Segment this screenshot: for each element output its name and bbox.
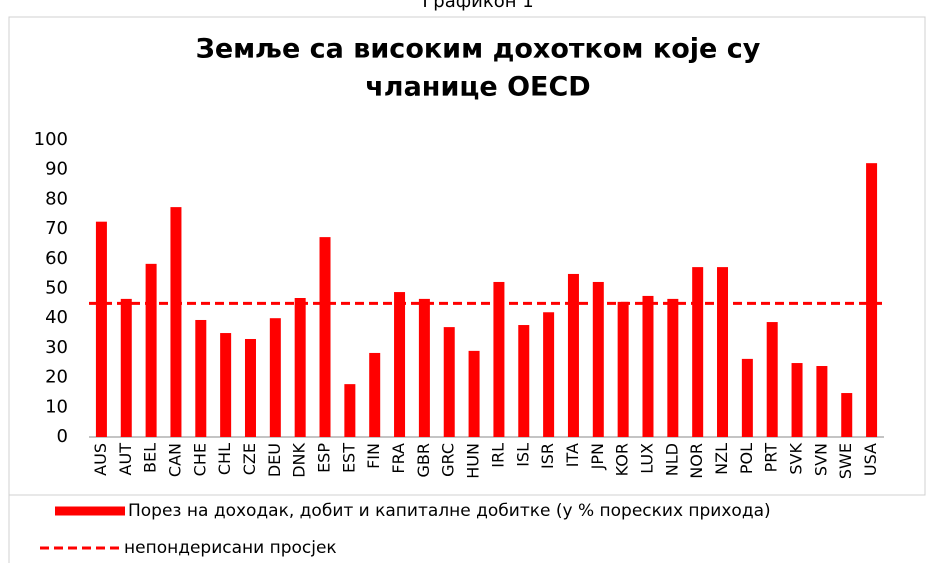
x-tick-label: CAN: [165, 443, 184, 477]
x-tick-label: GRC: [439, 443, 458, 477]
x-tick-label: SVN: [811, 443, 830, 476]
y-tick-label: 0: [57, 426, 68, 447]
x-tick-label: JPN: [588, 443, 607, 470]
x-tick-label: HUN: [464, 443, 483, 479]
bar: [344, 384, 356, 437]
bar: [493, 281, 505, 437]
y-tick-label: 30: [45, 337, 68, 358]
bar: [667, 298, 679, 437]
bar: [369, 352, 381, 437]
bar: [866, 163, 878, 437]
x-tick-label: ITA: [563, 443, 582, 467]
bar: [717, 267, 729, 437]
bar: [518, 325, 530, 437]
bar: [418, 298, 430, 437]
x-tick-label: NOR: [687, 443, 706, 479]
y-tick-label: 10: [45, 396, 68, 417]
y-tick-label: 90: [45, 159, 68, 180]
bar: [841, 393, 853, 437]
x-tick-label: AUT: [116, 443, 135, 476]
y-tick-label: 60: [45, 248, 68, 269]
x-tick-label: DNK: [290, 442, 309, 477]
y-tick-label: 50: [45, 278, 68, 299]
bar: [468, 350, 480, 437]
bar: [543, 312, 555, 437]
x-tick-label: LUX: [637, 443, 656, 474]
x-tick-label: DEU: [265, 443, 284, 477]
x-tick-label: POL: [737, 443, 756, 474]
bar: [567, 273, 579, 437]
chart-title: чланице OECD: [365, 72, 590, 103]
bar: [816, 366, 828, 437]
y-tick-label: 70: [45, 218, 68, 239]
bar: [294, 298, 306, 437]
bar: [766, 322, 778, 437]
x-tick-label: USA: [861, 443, 880, 476]
legend-label: непондерисани просјек: [124, 538, 337, 558]
x-tick-label: NZL: [712, 443, 731, 475]
bar: [642, 295, 654, 437]
x-tick-label: CHL: [215, 443, 234, 475]
x-tick-label: CZE: [240, 443, 259, 475]
bar: [220, 333, 232, 437]
x-tick-label: ISL: [513, 443, 532, 467]
x-tick-label: BEL: [141, 443, 160, 473]
bar: [443, 327, 455, 437]
bar: [120, 298, 132, 437]
bar: [95, 221, 107, 437]
bar: [170, 207, 182, 437]
x-tick-label: PRT: [762, 443, 781, 473]
y-tick-label: 20: [45, 367, 68, 388]
y-tick-label: 40: [45, 307, 68, 328]
bar: [741, 358, 753, 437]
bar: [791, 363, 803, 437]
bar: [195, 319, 207, 437]
x-tick-label: CHE: [190, 443, 209, 476]
x-tick-label: ESP: [315, 443, 334, 473]
bar: [319, 237, 331, 437]
x-tick-label: KOR: [613, 443, 632, 476]
bar: [592, 281, 604, 437]
figure-header: Графикон 1: [422, 0, 533, 12]
chart-frame: [8, 16, 926, 496]
x-tick-label: FRA: [389, 443, 408, 474]
bar: [269, 318, 281, 437]
x-tick-label: IRL: [488, 443, 507, 468]
bar: [244, 338, 256, 437]
x-tick-label: FIN: [364, 443, 383, 469]
x-tick-label: SWE: [836, 443, 855, 479]
x-tick-label: SVK: [787, 442, 806, 474]
x-tick-label: ISR: [538, 443, 557, 469]
bar: [394, 292, 406, 437]
y-tick-label: 100: [34, 129, 68, 150]
y-tick-label: 80: [45, 188, 68, 209]
x-tick-label: EST: [339, 443, 358, 473]
bar: [145, 263, 157, 437]
bar: [692, 267, 704, 437]
legend-label: Порез на доходак, добит и капиталне доби…: [128, 501, 771, 521]
chart-title: Земље са високим дохотком које су: [196, 34, 761, 65]
x-tick-label: AUS: [91, 443, 110, 476]
bar: [617, 301, 629, 437]
x-tick-label: GBR: [414, 443, 433, 478]
x-tick-label: NLD: [662, 443, 681, 476]
